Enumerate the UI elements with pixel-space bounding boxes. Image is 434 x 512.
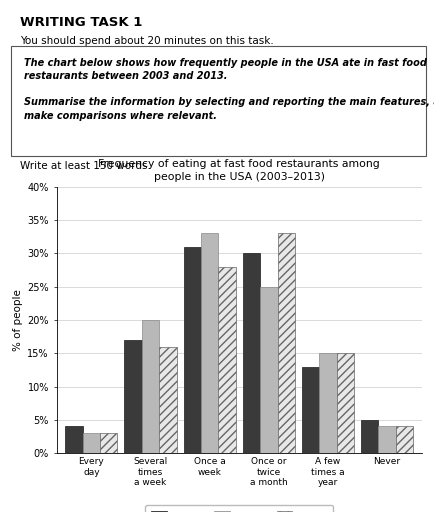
Bar — [336, 353, 353, 453]
Bar — [319, 353, 336, 453]
Legend: 2003, 2006, 2013: 2003, 2006, 2013 — [145, 505, 332, 512]
Text: WRITING TASK 1: WRITING TASK 1 — [20, 16, 141, 29]
Bar — [242, 253, 260, 453]
Bar — [183, 247, 201, 453]
Bar — [378, 426, 395, 453]
Bar — [82, 433, 100, 453]
Bar — [100, 433, 117, 453]
Bar — [141, 320, 159, 453]
Text: You should spend about 20 minutes on this task.: You should spend about 20 minutes on thi… — [20, 36, 273, 46]
Y-axis label: % of people: % of people — [13, 289, 23, 351]
Bar — [65, 426, 82, 453]
Bar — [218, 267, 235, 453]
Bar — [360, 420, 378, 453]
Bar — [395, 426, 412, 453]
Title: Frequency of eating at fast food restaurants among
people in the USA (2003–2013): Frequency of eating at fast food restaur… — [98, 159, 379, 182]
Text: Write at least 150 words.: Write at least 150 words. — [20, 161, 150, 172]
Text: The chart below shows how frequently people in the USA ate in fast food
restaura: The chart below shows how frequently peo… — [24, 58, 434, 121]
Bar — [159, 347, 176, 453]
Bar — [201, 233, 218, 453]
Bar — [124, 340, 141, 453]
Bar — [277, 233, 294, 453]
Bar — [301, 367, 319, 453]
Bar — [260, 287, 277, 453]
